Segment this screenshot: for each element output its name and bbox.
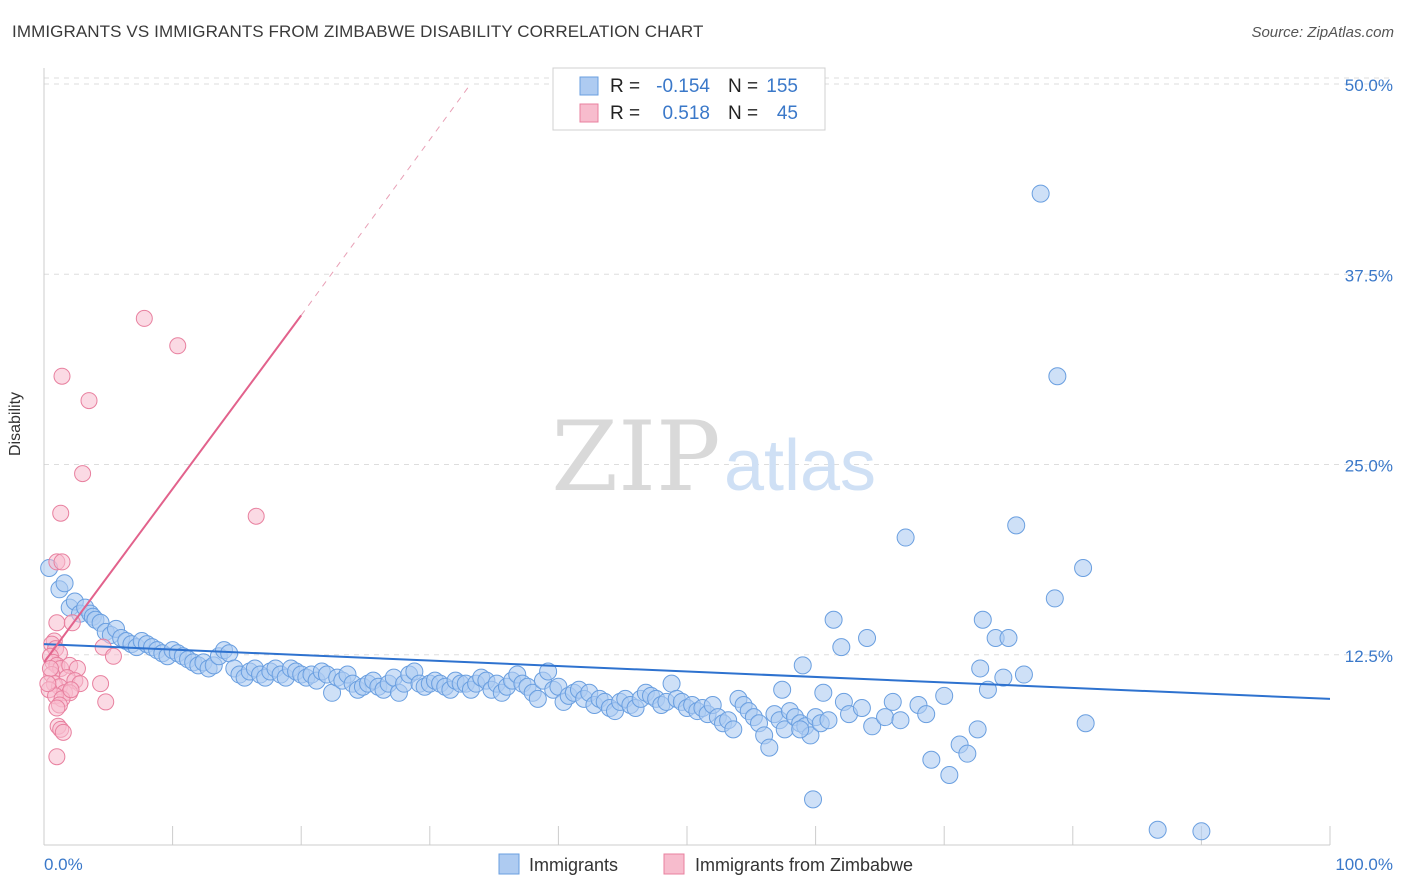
trend-lines [43, 86, 1331, 700]
data-point-immigrants [824, 610, 843, 629]
data-point-immigrants [1048, 367, 1067, 386]
data-point-immigrants [1031, 184, 1050, 203]
data-point-zimbabwe [169, 337, 187, 355]
data-point-zimbabwe [53, 553, 71, 571]
data-point-zimbabwe [48, 699, 66, 717]
data-point-immigrants [773, 680, 792, 699]
chart-title: IMMIGRANTS VS IMMIGRANTS FROM ZIMBABWE D… [12, 22, 704, 41]
y-axis-label: Disability [7, 391, 24, 456]
data-point-zimbabwe [48, 614, 66, 632]
stats-legend: R = -0.154 N = 155 R = 0.518 N = 45 [552, 67, 826, 131]
data-point-immigrants [922, 750, 941, 769]
axes [43, 68, 1331, 846]
data-point-immigrants [917, 705, 936, 724]
legend-swatch [579, 103, 599, 123]
data-point-zimbabwe [74, 465, 92, 483]
legend-n-value: 155 [766, 76, 798, 97]
data-point-immigrants [999, 629, 1018, 648]
data-point-immigrants [793, 656, 812, 675]
legend-swatch-zimbabwe [663, 853, 685, 875]
data-point-immigrants [724, 720, 743, 739]
legend-swatch [579, 76, 599, 96]
data-point-immigrants [1192, 822, 1211, 841]
data-point-immigrants [994, 668, 1013, 687]
data-point-zimbabwe [80, 392, 98, 410]
data-point-immigrants [978, 680, 997, 699]
data-point-immigrants [814, 683, 833, 702]
y-tick-label: 12.5% [1345, 647, 1393, 666]
legend-n-label: N = [728, 76, 758, 97]
data-point-zimbabwe [97, 693, 115, 711]
data-point-immigrants [662, 674, 681, 693]
data-point-immigrants [968, 720, 987, 739]
data-point-immigrants [55, 574, 74, 593]
legend-label-immigrants: Immigrants [529, 855, 618, 875]
trend-extension-zimbabwe [300, 86, 469, 316]
legend-swatch-immigrants [498, 853, 520, 875]
watermark-atlas: atlas [724, 426, 876, 506]
trend-line-zimbabwe [43, 314, 303, 663]
data-point-immigrants [973, 610, 992, 629]
data-point-zimbabwe [104, 647, 122, 665]
data-point-immigrants [940, 765, 959, 784]
trend-line-immigrants [43, 643, 1331, 700]
data-point-immigrants [760, 738, 779, 757]
data-point-zimbabwe [62, 681, 80, 699]
data-point-immigrants [1007, 516, 1026, 535]
data-point-immigrants [1076, 714, 1095, 733]
data-point-immigrants [1074, 558, 1093, 577]
data-point-immigrants [891, 711, 910, 730]
data-point-immigrants [971, 659, 990, 678]
data-point-immigrants [852, 699, 871, 718]
data-point-immigrants [876, 708, 895, 727]
data-point-immigrants [819, 711, 838, 730]
x-tick-label: 100.0% [1335, 855, 1393, 874]
data-point-immigrants [1014, 665, 1033, 684]
data-point-immigrants [1045, 589, 1064, 608]
data-point-immigrants [528, 689, 547, 708]
data-point-immigrants [539, 662, 558, 681]
data-point-immigrants [863, 717, 882, 736]
data-point-zimbabwe [92, 675, 110, 693]
data-point-immigrants [1148, 820, 1167, 839]
data-point-zimbabwe [53, 367, 71, 385]
series-immigrants-from-zimbabwe [39, 309, 265, 766]
legend-label-zimbabwe: Immigrants from Zimbabwe [695, 855, 913, 875]
series-immigrants [40, 184, 1211, 841]
legend-r-label: R = [610, 103, 640, 124]
data-point-zimbabwe [39, 675, 57, 693]
data-point-immigrants [832, 638, 851, 657]
series-legend: Immigrants Immigrants from Zimbabwe [498, 853, 913, 875]
data-point-immigrants [935, 686, 954, 705]
x-tick-label: 0.0% [44, 855, 83, 874]
data-point-zimbabwe [135, 309, 153, 327]
legend-n-label: N = [728, 103, 758, 124]
y-tick-label: 50.0% [1345, 76, 1393, 95]
data-point-immigrants [896, 528, 915, 547]
data-point-zimbabwe [48, 748, 66, 766]
legend-n-value: 45 [777, 103, 798, 124]
watermark: ZIP atlas [551, 401, 876, 513]
data-point-zimbabwe [247, 507, 265, 525]
data-point-immigrants [883, 692, 902, 711]
chart-source: Source: ZipAtlas.com [1251, 24, 1394, 41]
data-point-immigrants [858, 629, 877, 648]
data-point-zimbabwe [52, 504, 70, 522]
grid-lines [44, 77, 1392, 656]
data-point-zimbabwe [54, 723, 72, 741]
tick-labels: 12.5% 25.0% 37.5% 50.0% 0.0% 100.0% [44, 76, 1393, 874]
legend-r-value: -0.154 [656, 76, 710, 97]
y-tick-label: 37.5% [1345, 266, 1393, 285]
watermark-zip: ZIP [551, 401, 720, 513]
legend-r-label: R = [610, 76, 640, 97]
legend-r-value: 0.518 [662, 103, 710, 124]
data-point-immigrants [791, 720, 810, 739]
y-tick-label: 25.0% [1345, 457, 1393, 476]
data-point-immigrants [804, 790, 823, 809]
data-point-immigrants [958, 744, 977, 763]
